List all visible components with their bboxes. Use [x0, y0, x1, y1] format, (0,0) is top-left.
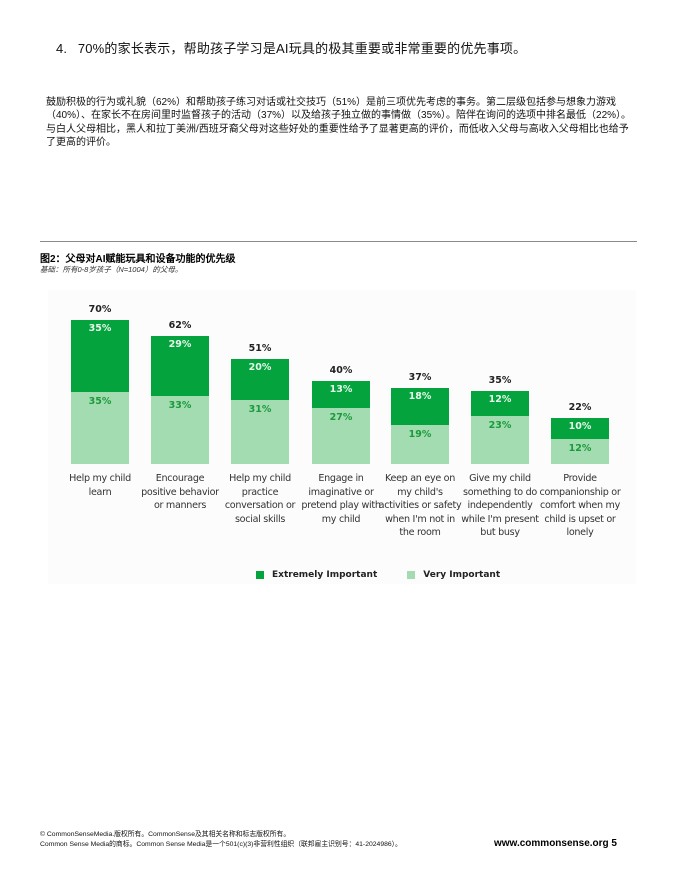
bar-segment-very-important: 35% — [71, 392, 129, 464]
bar-total-label: 40% — [329, 365, 353, 376]
category-label: Keep an eye on my child's activities or … — [378, 473, 462, 539]
category-label: Engage in imaginative or pretend play wi… — [301, 473, 381, 525]
category-label: Give my child something to do independen… — [461, 473, 539, 539]
bar-total-label: 35% — [488, 375, 512, 386]
bar-segment-extremely-important: 12% — [471, 391, 529, 416]
bar-segment-label: 35% — [88, 323, 112, 334]
bar-segment-very-important: 19% — [391, 425, 449, 464]
body-paragraph: 鼓励积极的行为或礼貌（62%）和帮助孩子练习对话或社交技巧（51%）是前三项优先… — [46, 97, 632, 148]
bar-segment-label: 35% — [88, 396, 112, 407]
bar-segment-extremely-important: 18% — [391, 388, 449, 425]
bar-segment-extremely-important: 10% — [551, 418, 609, 439]
category-label: Help my child learn — [69, 473, 131, 498]
bar-segment-extremely-important: 20% — [231, 359, 289, 400]
bar-segment-label: 20% — [248, 362, 272, 373]
legend-label-extreme: Extremely Important — [272, 570, 378, 580]
bar-segment-very-important: 27% — [312, 408, 370, 464]
legend-swatch-very — [407, 571, 416, 579]
bar-total-label: 51% — [248, 343, 272, 354]
bar-total-label: 70% — [88, 304, 112, 315]
bar-total-label: 62% — [168, 320, 192, 331]
bar-segment-extremely-important: 35% — [71, 320, 129, 392]
figure-title: 图2：父母对AI赋能玩具和设备功能的优先级 — [40, 254, 236, 265]
bar-segment-label: 12% — [568, 443, 592, 454]
category-label: Provide companionship or comfort when my… — [539, 473, 621, 539]
footer-line-2: Common Sense Media的商标。Common Sense Media… — [40, 841, 402, 848]
bar-segment-very-important: 12% — [551, 439, 609, 464]
bar-segment-label: 33% — [168, 400, 192, 411]
bar-segment-label: 19% — [408, 429, 432, 440]
bar-total-label: 22% — [568, 402, 592, 413]
bar-segment-label: 18% — [408, 391, 432, 402]
footer-line-1: © CommonSenseMedia.版权所有。CommonSense及其相关名… — [40, 831, 291, 838]
category-label: Encourage positive behavior or manners — [141, 473, 219, 512]
bar-segment-very-important: 31% — [231, 400, 289, 464]
bar-segment-extremely-important: 29% — [151, 336, 209, 396]
legend-item-very-important: Very Important — [407, 570, 500, 580]
bar-segment-label: 31% — [248, 404, 272, 415]
bar-segment-very-important: 23% — [471, 416, 529, 464]
footer-copyright: © CommonSenseMedia.版权所有。CommonSense及其相关名… — [40, 830, 402, 850]
bar-segment-very-important: 33% — [151, 396, 209, 464]
legend-label-very: Very Important — [423, 570, 501, 580]
bar-segment-label: 13% — [329, 384, 353, 395]
bar-segment-extremely-important: 13% — [312, 381, 370, 408]
legend-item-extremely-important: Extremely Important — [256, 570, 377, 580]
bar-segment-label: 10% — [568, 421, 592, 432]
bar-segment-label: 12% — [488, 394, 512, 405]
legend-swatch-extreme — [256, 571, 264, 579]
bar-total-label: 37% — [408, 372, 432, 383]
bar-segment-label: 23% — [488, 420, 512, 431]
category-label: Help my child practice conversation or s… — [224, 473, 296, 525]
footer-url-page: www.commonsense.org 5 — [494, 838, 617, 849]
bar-segment-label: 29% — [168, 339, 192, 350]
bar-segment-label: 27% — [329, 412, 353, 423]
figure-subtitle: 基础：所有0-8岁孩子（N=1004）的父母。 — [40, 265, 183, 274]
divider — [40, 241, 637, 242]
section-heading: 4. 70%的家长表示，帮助孩子学习是AI玩具的极其重要或非常重要的优先事项。 — [56, 38, 526, 57]
section-number: 4. — [56, 41, 68, 56]
chart-legend: Extremely Important Very Important — [256, 570, 530, 580]
section-heading-text: 70%的家长表示，帮助孩子学习是AI玩具的极其重要或非常重要的优先事项。 — [77, 41, 527, 56]
